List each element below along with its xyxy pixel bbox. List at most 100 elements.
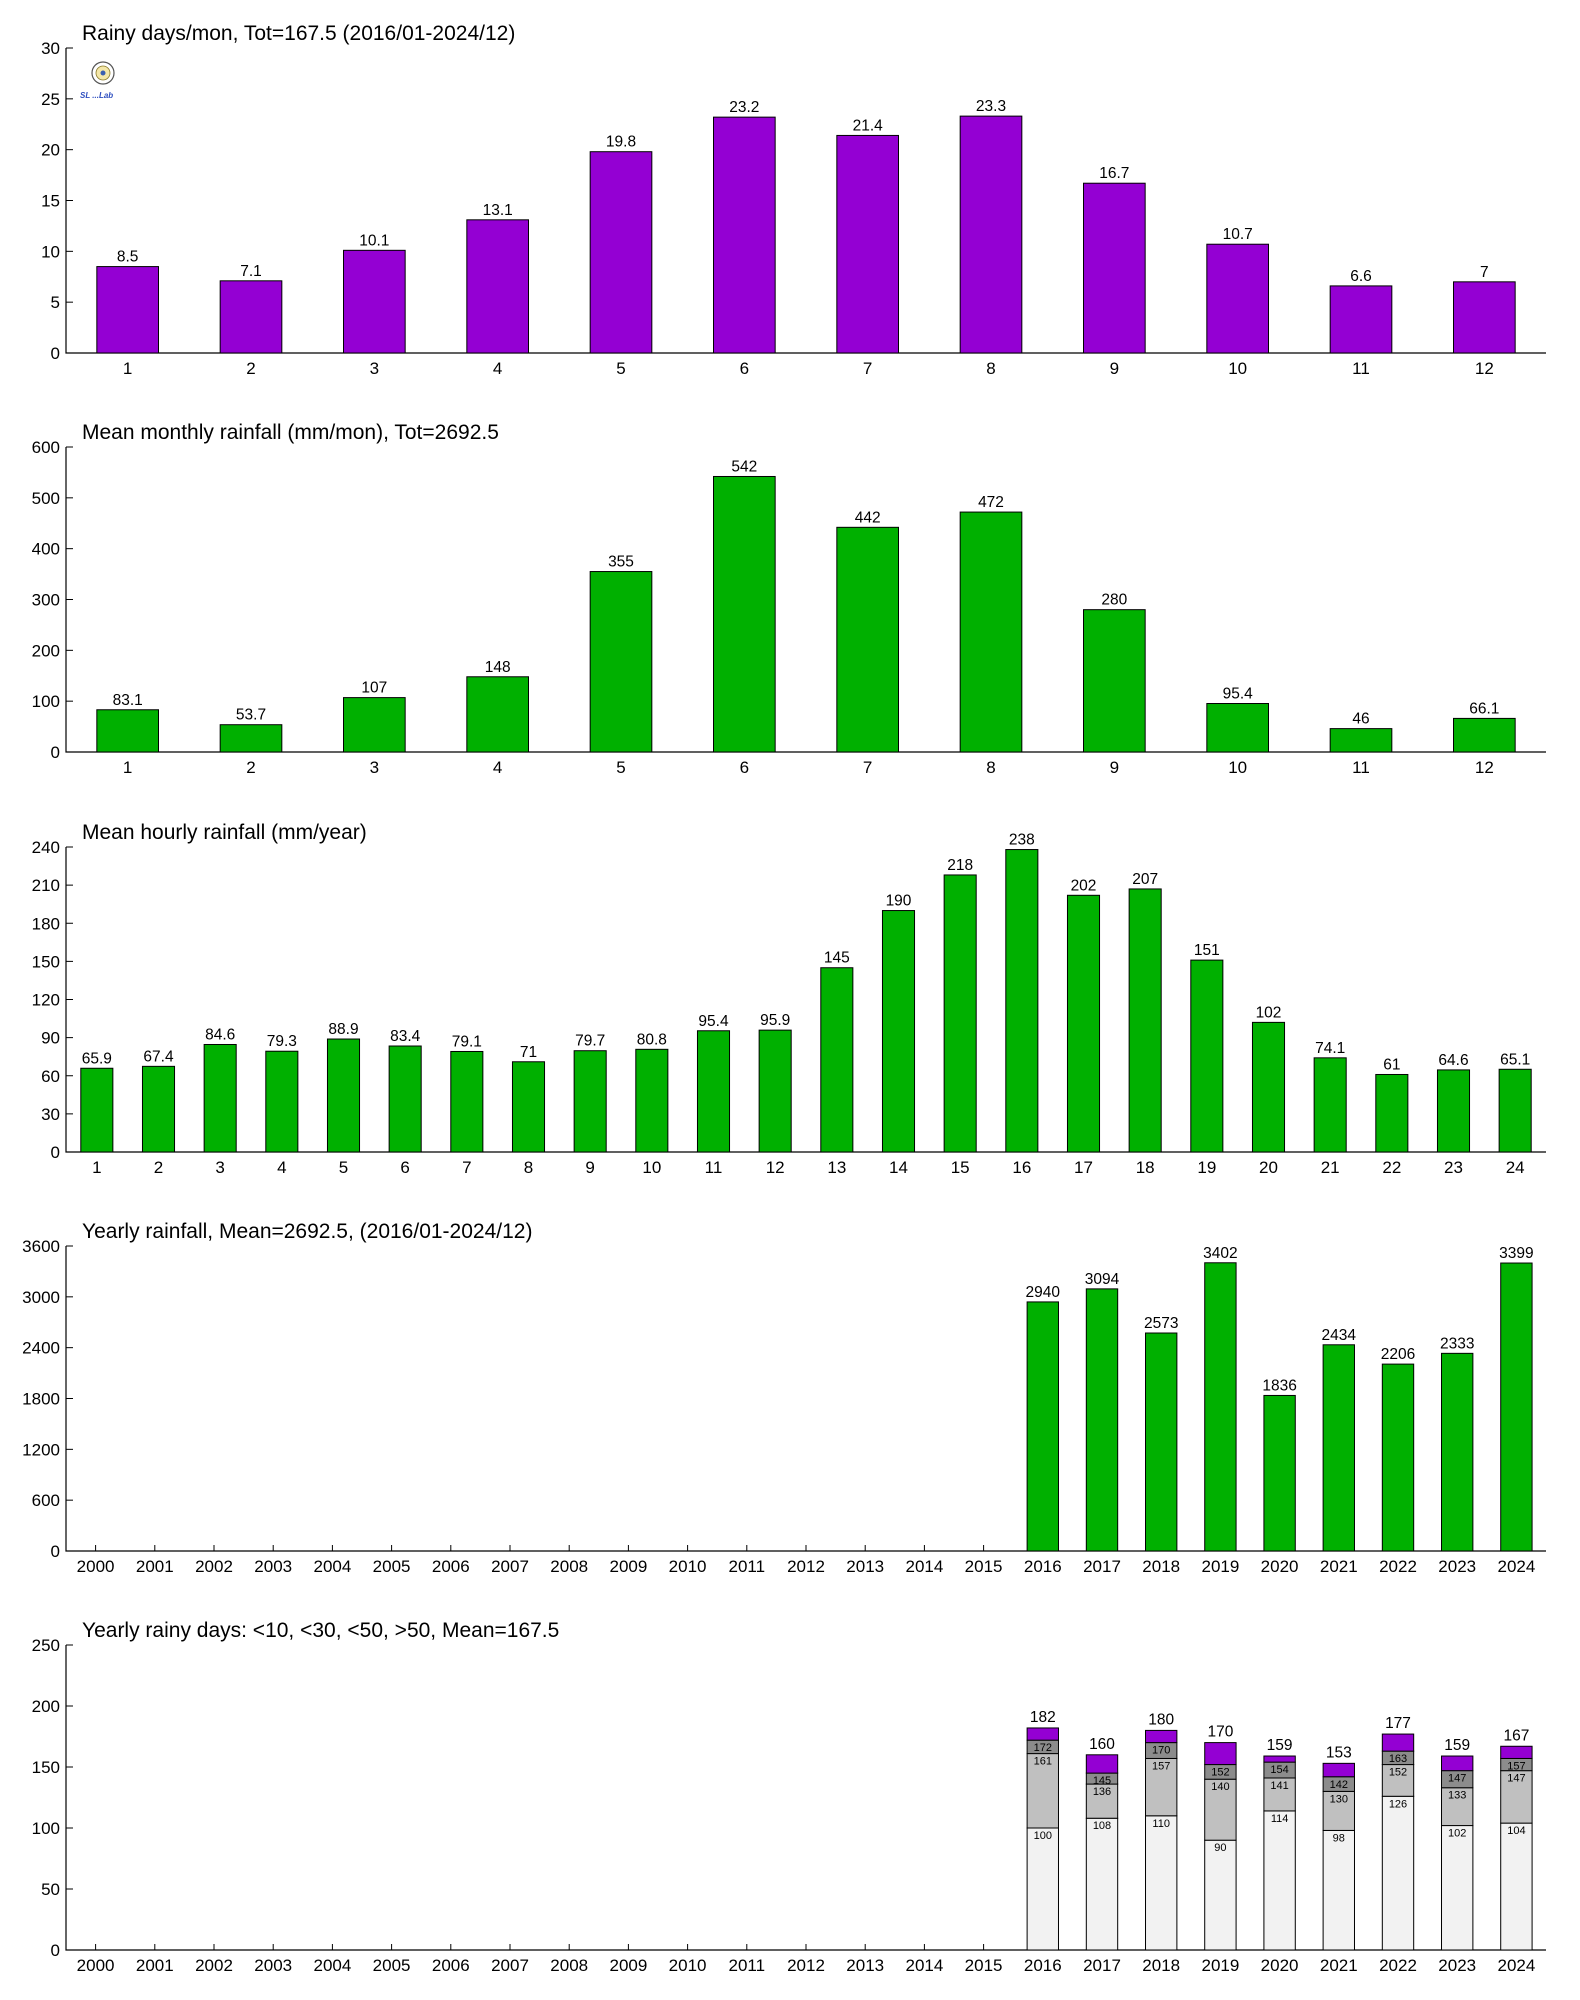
bar-value-label: 64.6 (1438, 1052, 1468, 1069)
stack-label-lt50: 154 (1270, 1764, 1288, 1776)
x-tick-label: 7 (863, 758, 872, 777)
bar-value-label: 3094 (1085, 1271, 1120, 1288)
x-tick-label: 11 (705, 1158, 723, 1177)
bar (219, 724, 283, 753)
bar-value-label: 67.4 (143, 1048, 174, 1065)
stack-label-lt30: 157 (1152, 1760, 1170, 1772)
stack-label-lt50: 172 (1034, 1742, 1052, 1754)
x-tick-label: 4 (493, 359, 502, 378)
bar (943, 874, 977, 1153)
x-tick-label: 2009 (609, 1956, 647, 1975)
bar (635, 1048, 669, 1153)
bar (1263, 1394, 1296, 1552)
y-tick-label: 30 (41, 1105, 60, 1124)
bar (1498, 1068, 1532, 1153)
bar-value-label: 2206 (1381, 1346, 1415, 1363)
bar (1190, 959, 1224, 1153)
bar (696, 1030, 731, 1153)
y-tick-label: 240 (32, 838, 60, 857)
chart-panel-5: Yearly rainy days: <10, <30, <50, >50, M… (32, 1619, 1546, 1975)
y-tick-label: 25 (41, 90, 60, 109)
chart-title: Mean monthly rainfall (mm/mon), Tot=2692… (82, 421, 499, 444)
bar (511, 1061, 546, 1153)
bar-value-label: 218 (947, 857, 973, 874)
stack-total-label: 160 (1089, 1736, 1115, 1753)
bar (1145, 1332, 1178, 1552)
x-tick-label: 2024 (1497, 1557, 1535, 1576)
y-tick-label: 200 (32, 641, 60, 660)
bar (1329, 285, 1393, 354)
x-tick-label: 2002 (195, 1956, 233, 1975)
y-tick-label: 150 (32, 952, 60, 971)
stack-label-lt10: 108 (1093, 1820, 1111, 1832)
y-tick-label: 100 (32, 1819, 60, 1838)
bar (1026, 1301, 1059, 1552)
bar-segment-lt30 (1381, 1764, 1415, 1797)
bar-value-label: 7 (1480, 264, 1489, 281)
y-tick-label: 210 (32, 876, 60, 895)
stack-total-label: 182 (1030, 1709, 1056, 1726)
x-tick-label: 21 (1321, 1158, 1340, 1177)
bar-value-label: 6.6 (1350, 268, 1372, 285)
bar (959, 511, 1023, 753)
bar (1381, 1363, 1415, 1552)
x-tick-label: 6 (740, 758, 749, 777)
x-tick-label: 9 (1110, 359, 1119, 378)
bar-value-label: 46 (1352, 711, 1369, 728)
bar (959, 115, 1023, 354)
x-tick-label: 20 (1259, 1158, 1278, 1177)
y-tick-label: 60 (41, 1067, 60, 1086)
bar-value-label: 95.4 (1223, 686, 1254, 703)
stack-label-lt30: 161 (1034, 1756, 1052, 1768)
y-tick-label: 300 (32, 591, 60, 610)
x-tick-label: 3 (370, 359, 379, 378)
x-tick-label: 22 (1382, 1158, 1401, 1177)
x-tick-label: 2020 (1261, 1956, 1299, 1975)
bar-segment-lt10 (1322, 1829, 1355, 1951)
bar (1206, 243, 1270, 354)
y-tick-label: 0 (51, 1941, 60, 1960)
bar (713, 475, 776, 753)
x-tick-label: 17 (1074, 1158, 1093, 1177)
bar-segment-lt10 (1204, 1839, 1237, 1951)
x-tick-label: 2000 (77, 1557, 115, 1576)
bar-value-label: 472 (978, 494, 1004, 511)
x-tick-label: 2001 (136, 1557, 174, 1576)
y-tick-label: 20 (41, 141, 60, 160)
bar-value-label: 83.4 (390, 1028, 421, 1045)
y-tick-label: 600 (32, 438, 60, 457)
x-tick-label: 2 (246, 758, 255, 777)
x-tick-label: 2016 (1024, 1956, 1062, 1975)
stack-label-lt10: 114 (1271, 1813, 1289, 1825)
x-tick-label: 2009 (609, 1557, 647, 1576)
x-tick-label: 10 (642, 1158, 661, 1177)
x-tick-label: 2010 (669, 1956, 707, 1975)
x-tick-label: 5 (616, 359, 625, 378)
axis-frame (65, 447, 1546, 753)
bar (466, 676, 530, 753)
bar-value-label: 65.1 (1500, 1051, 1530, 1068)
x-tick-label: 2019 (1201, 1557, 1239, 1576)
bar (219, 280, 283, 354)
bar (820, 967, 854, 1153)
bar (758, 1029, 792, 1153)
stack-label-lt50: 147 (1448, 1773, 1466, 1785)
y-tick-label: 1200 (22, 1440, 60, 1459)
bar (1206, 703, 1270, 753)
bar (80, 1067, 114, 1153)
stack-total-label: 167 (1503, 1727, 1529, 1744)
x-tick-label: 2008 (550, 1557, 588, 1576)
x-tick-label: 2015 (965, 1956, 1003, 1975)
bar (203, 1043, 237, 1153)
x-tick-label: 2003 (254, 1557, 292, 1576)
bar (1313, 1057, 1347, 1153)
x-tick-label: 2005 (373, 1956, 411, 1975)
y-tick-label: 0 (51, 1542, 60, 1561)
x-tick-label: 12 (1475, 758, 1494, 777)
x-tick-label: 8 (986, 758, 995, 777)
bar-segment-gt50 (1204, 1742, 1237, 1766)
bar-value-label: 23.2 (729, 99, 759, 116)
bar (326, 1038, 361, 1153)
x-tick-label: 5 (339, 1158, 348, 1177)
x-tick-label: 19 (1197, 1158, 1216, 1177)
